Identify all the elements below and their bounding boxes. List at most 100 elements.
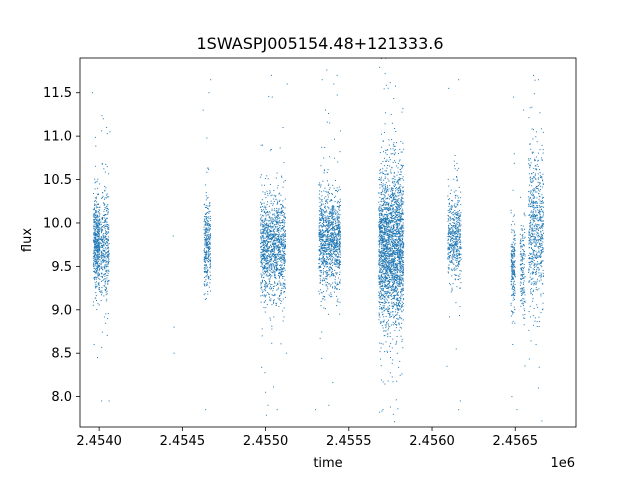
- data-point: [390, 299, 392, 301]
- data-point: [318, 184, 320, 186]
- data-point: [265, 245, 267, 247]
- data-point: [104, 283, 106, 285]
- data-point: [206, 244, 208, 246]
- data-point: [277, 234, 279, 236]
- data-point: [339, 226, 341, 228]
- data-point: [204, 223, 206, 225]
- data-point: [329, 224, 331, 226]
- data-point: [269, 226, 271, 228]
- data-point: [332, 286, 334, 288]
- data-point: [276, 253, 278, 255]
- data-point: [385, 325, 387, 327]
- data-point: [380, 240, 382, 242]
- data-point: [99, 268, 101, 270]
- data-point: [383, 213, 385, 215]
- data-point: [94, 263, 96, 265]
- data-point: [394, 253, 396, 255]
- data-point: [396, 195, 398, 197]
- data-point: [264, 296, 266, 298]
- data-point: [325, 237, 327, 239]
- data-point: [276, 203, 278, 205]
- data-point: [207, 275, 209, 277]
- data-point: [97, 258, 99, 260]
- data-point: [390, 253, 392, 255]
- data-point: [322, 203, 324, 205]
- data-point: [337, 259, 339, 261]
- data-point: [262, 239, 264, 241]
- data-point: [101, 245, 102, 247]
- data-point: [267, 246, 269, 248]
- data-point: [318, 210, 320, 212]
- data-point: [96, 241, 98, 243]
- data-point: [92, 301, 94, 303]
- data-point: [104, 219, 106, 221]
- data-point: [96, 250, 98, 252]
- data-point: [260, 218, 262, 220]
- data-point: [321, 213, 323, 215]
- data-point: [97, 219, 99, 221]
- data-point: [387, 308, 389, 310]
- data-point: [390, 148, 392, 150]
- data-point: [208, 276, 210, 278]
- data-point: [336, 225, 338, 227]
- data-point: [381, 192, 383, 194]
- data-point: [263, 247, 265, 249]
- data-point: [319, 219, 321, 221]
- data-point: [106, 205, 108, 207]
- data-point: [263, 285, 265, 287]
- data-point: [96, 247, 98, 249]
- data-point: [399, 244, 401, 246]
- data-point: [106, 290, 108, 292]
- data-point: [387, 313, 389, 315]
- data-point: [260, 251, 262, 253]
- data-point: [385, 245, 387, 247]
- data-point: [336, 260, 338, 262]
- data-point: [270, 263, 272, 265]
- data-point: [398, 236, 400, 238]
- data-point: [92, 233, 94, 235]
- data-point: [98, 209, 100, 211]
- data-point: [401, 252, 403, 254]
- data-point: [284, 207, 286, 209]
- data-point: [264, 228, 266, 230]
- data-point: [276, 172, 278, 174]
- data-point: [398, 220, 400, 222]
- data-point: [98, 245, 100, 247]
- data-point: [391, 278, 393, 280]
- data-point: [263, 267, 265, 268]
- data-point: [108, 240, 110, 242]
- data-point: [319, 182, 321, 184]
- data-point: [272, 220, 274, 222]
- data-point: [280, 302, 282, 304]
- data-point: [97, 236, 99, 238]
- data-point: [382, 287, 384, 289]
- data-point: [282, 221, 284, 223]
- data-point: [381, 234, 383, 236]
- data-point: [322, 234, 324, 236]
- data-point: [389, 247, 391, 249]
- data-point: [95, 299, 97, 301]
- data-point: [96, 201, 98, 203]
- data-point: [326, 224, 328, 226]
- data-point: [205, 266, 207, 268]
- data-point: [385, 298, 387, 300]
- data-point: [209, 243, 211, 245]
- data-point: [333, 245, 335, 247]
- data-point: [100, 238, 102, 240]
- data-point: [275, 220, 277, 222]
- data-point: [206, 217, 208, 219]
- data-point: [398, 302, 400, 304]
- data-point: [333, 157, 335, 159]
- data-point: [97, 224, 99, 226]
- data-point: [334, 285, 336, 287]
- data-point: [96, 217, 98, 219]
- data-point: [382, 219, 384, 221]
- data-point: [398, 209, 400, 211]
- data-point: [395, 196, 397, 198]
- data-point: [273, 238, 275, 240]
- data-point: [335, 286, 337, 288]
- data-point: [330, 254, 332, 256]
- data-point: [283, 181, 285, 183]
- data-point: [277, 258, 279, 260]
- data-point: [278, 214, 280, 216]
